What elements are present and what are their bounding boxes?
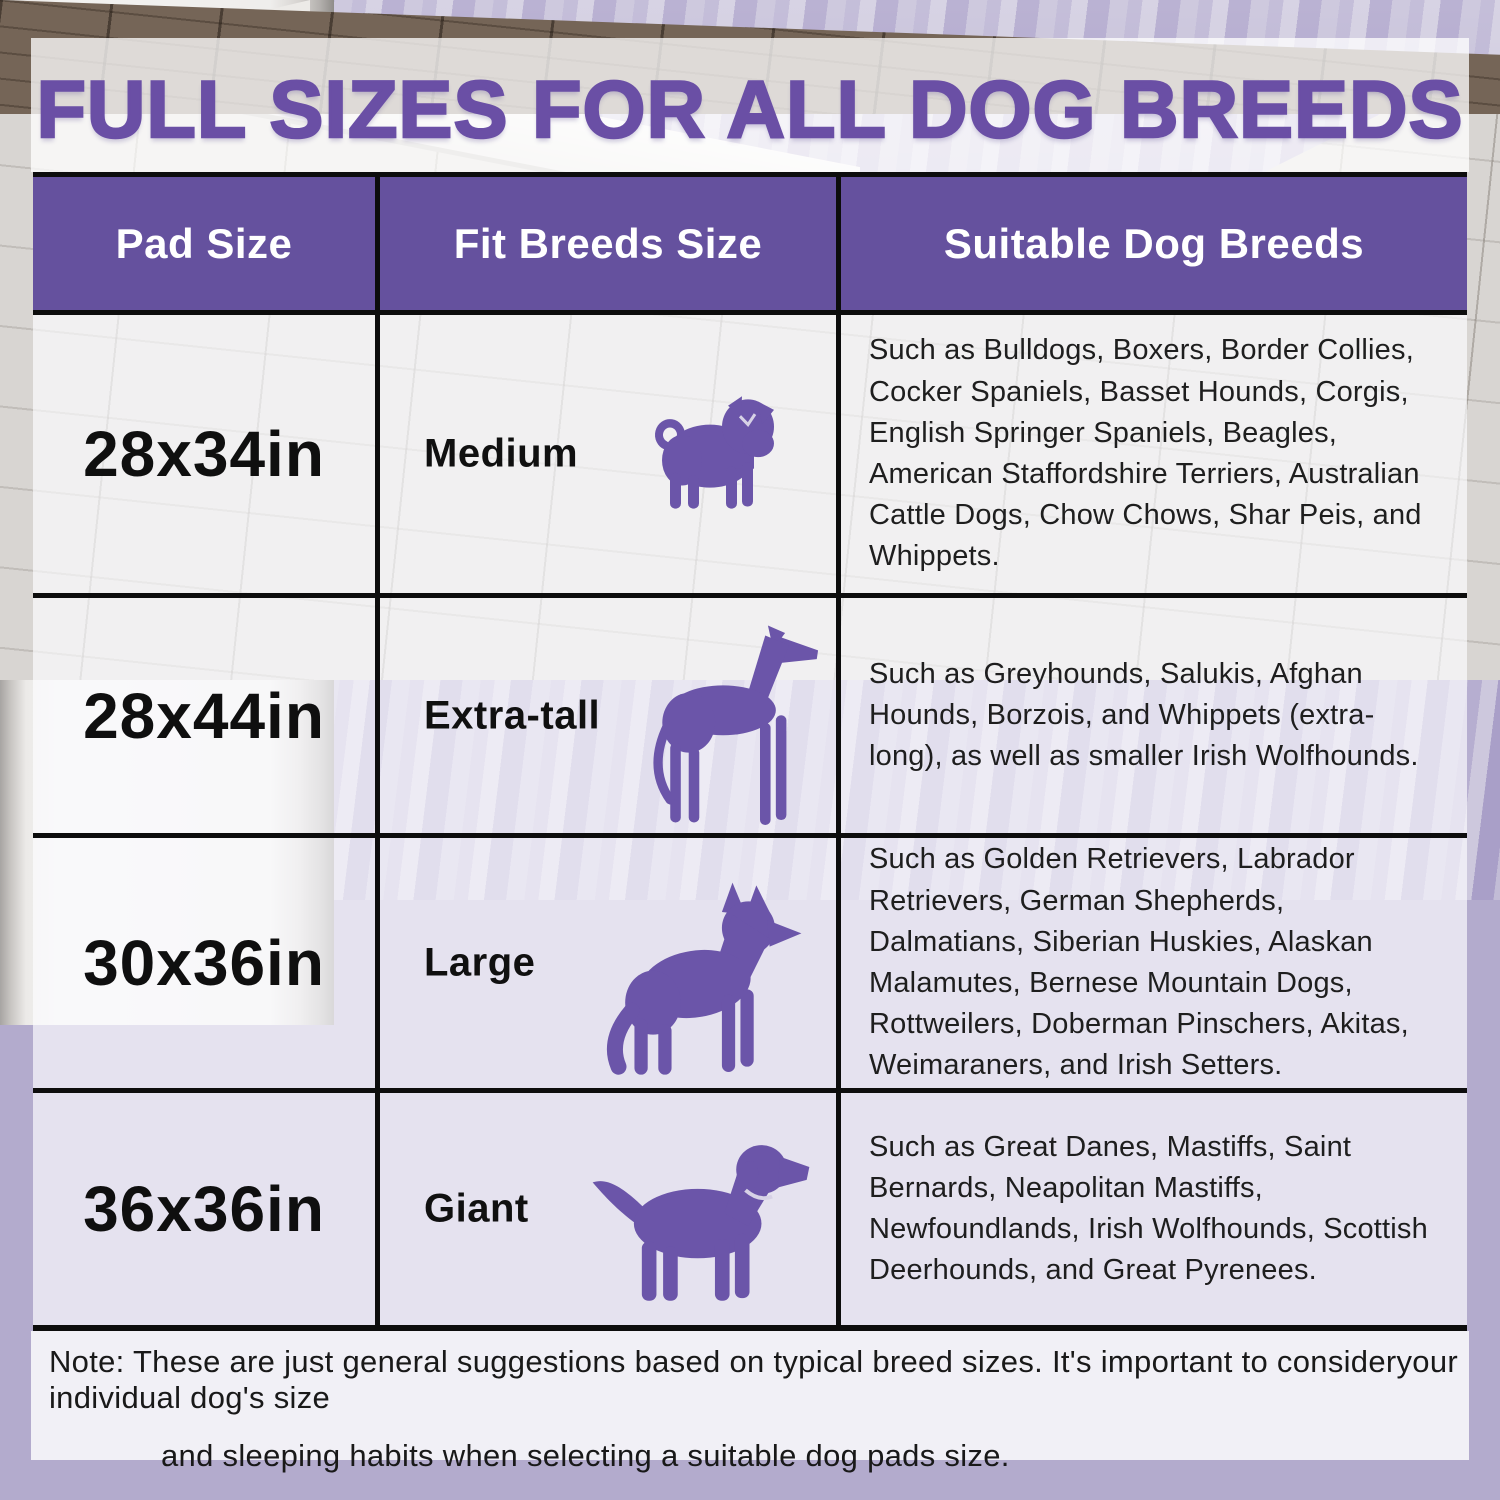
size-table: Pad Size Fit Breeds Size Suitable Dog Br…: [33, 172, 1467, 1331]
fit-size-cell: Medium: [375, 310, 836, 593]
fit-size-label: Extra-tall: [424, 693, 601, 737]
pug-dog-icon: [640, 391, 790, 517]
pad-size-value: 28x44in: [33, 593, 375, 833]
fit-size-cell: Extra-tall: [375, 593, 836, 833]
suitable-breeds-text: Such as Greyhounds, Salukis, Afghan Houn…: [836, 593, 1467, 833]
note-overlay-band: [31, 1331, 1469, 1460]
greyhound-dog-icon: [628, 618, 826, 830]
fit-size-label: Medium: [424, 431, 579, 476]
golden-retriever-dog-icon: [586, 1131, 812, 1311]
suitable-breeds-text: Such as Bulldogs, Boxers, Border Collies…: [836, 310, 1467, 593]
pad-size-value: 28x34in: [33, 310, 375, 593]
fit-size-cell: Giant: [375, 1088, 836, 1325]
fit-size-cell: Large: [375, 833, 836, 1088]
note-line-1: Note: These are just general suggestions…: [49, 1344, 1459, 1415]
column-header-pad-size: Pad Size: [33, 177, 375, 310]
fit-size-label: Large: [424, 940, 536, 985]
page-title: FULL SIZES FOR ALL DOG BREEDS: [35, 64, 1464, 157]
suitable-breeds-text: Such as Golden Retrievers, Labrador Retr…: [836, 833, 1467, 1088]
german-shepherd-dog-icon: [600, 880, 812, 1080]
fit-size-label: Giant: [424, 1186, 529, 1231]
pad-size-value: 36x36in: [33, 1088, 375, 1325]
suitable-breeds-text: Such as Great Danes, Mastiffs, Saint Ber…: [836, 1088, 1467, 1325]
title-overlay-band: [31, 38, 1469, 172]
column-header-suitable-dog-breeds: Suitable Dog Breeds: [836, 177, 1467, 310]
note-line-2: and sleeping habits when selecting a sui…: [161, 1438, 1010, 1473]
pad-size-value: 30x36in: [33, 833, 375, 1088]
note: Note: These are just general suggestions…: [33, 1344, 1467, 1474]
column-header-fit-breeds-size: Fit Breeds Size: [375, 177, 836, 310]
